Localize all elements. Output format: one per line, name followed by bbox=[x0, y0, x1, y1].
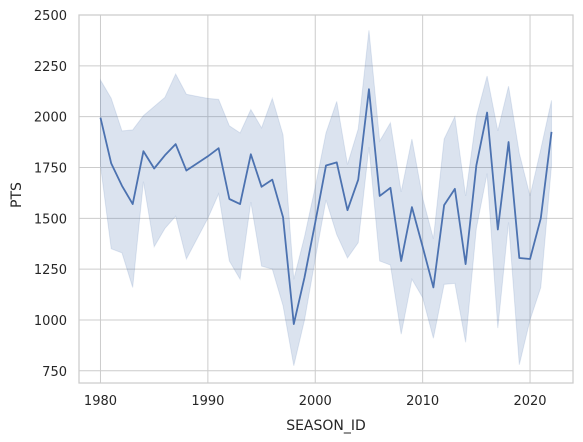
x-tick-label: 2000 bbox=[299, 394, 332, 409]
y-tick-label: 2500 bbox=[34, 9, 67, 24]
y-axis-label: PTS bbox=[9, 182, 25, 208]
y-tick-label: 1750 bbox=[34, 161, 67, 176]
series-line bbox=[99, 88, 553, 325]
y-tick-label: 2250 bbox=[34, 60, 67, 75]
plot-frame bbox=[78, 14, 574, 384]
confidence-band bbox=[99, 30, 553, 366]
x-tick-label: 1990 bbox=[191, 394, 224, 409]
y-tick-label: 2000 bbox=[34, 111, 67, 126]
y-tick-label: 1250 bbox=[34, 263, 67, 278]
y-tick-label: 1500 bbox=[34, 212, 67, 227]
x-tick-labels: 1980 1990 2000 2010 2020 bbox=[84, 394, 547, 409]
y-tick-labels: 750 1000 1250 1500 1750 2000 2250 2500 bbox=[34, 9, 67, 380]
y-tick-label: 1000 bbox=[34, 314, 67, 329]
x-tick-label: 1980 bbox=[84, 394, 117, 409]
y-tick-label: 750 bbox=[42, 365, 67, 380]
x-axis-label: SEASON_ID bbox=[286, 418, 366, 434]
x-tick-label: 2020 bbox=[513, 394, 546, 409]
x-tick-label: 2010 bbox=[406, 394, 439, 409]
